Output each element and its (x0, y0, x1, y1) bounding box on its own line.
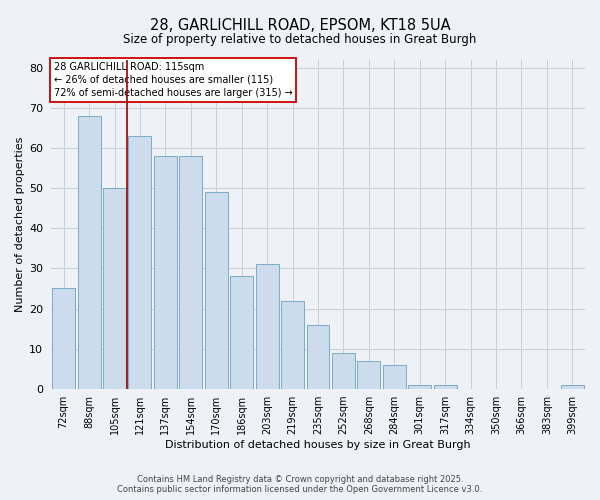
Bar (281, 300, 304, 388)
Bar (103, 188, 126, 388)
Text: Contains HM Land Registry data © Crown copyright and database right 2025.
Contai: Contains HM Land Registry data © Crown c… (118, 474, 482, 494)
Text: 28, GARLICHILL ROAD, EPSOM, KT18 5UA: 28, GARLICHILL ROAD, EPSOM, KT18 5UA (149, 18, 451, 32)
Bar (561, 384, 584, 388)
Bar (52, 288, 75, 388)
Bar (77, 116, 101, 388)
Bar (128, 136, 151, 388)
Bar (154, 156, 177, 388)
Bar (230, 276, 253, 388)
Bar (358, 360, 380, 388)
X-axis label: Distribution of detached houses by size in Great Burgh: Distribution of detached houses by size … (165, 440, 471, 450)
Bar (332, 352, 355, 388)
Bar (179, 156, 202, 388)
Text: 28 GARLICHILL ROAD: 115sqm
← 26% of detached houses are smaller (115)
72% of sem: 28 GARLICHILL ROAD: 115sqm ← 26% of deta… (53, 62, 292, 98)
Bar (256, 264, 278, 388)
Text: Size of property relative to detached houses in Great Burgh: Size of property relative to detached ho… (124, 32, 476, 46)
Bar (383, 364, 406, 388)
Bar (307, 324, 329, 388)
Y-axis label: Number of detached properties: Number of detached properties (15, 136, 25, 312)
Bar (205, 192, 227, 388)
Bar (408, 384, 431, 388)
Bar (434, 384, 457, 388)
